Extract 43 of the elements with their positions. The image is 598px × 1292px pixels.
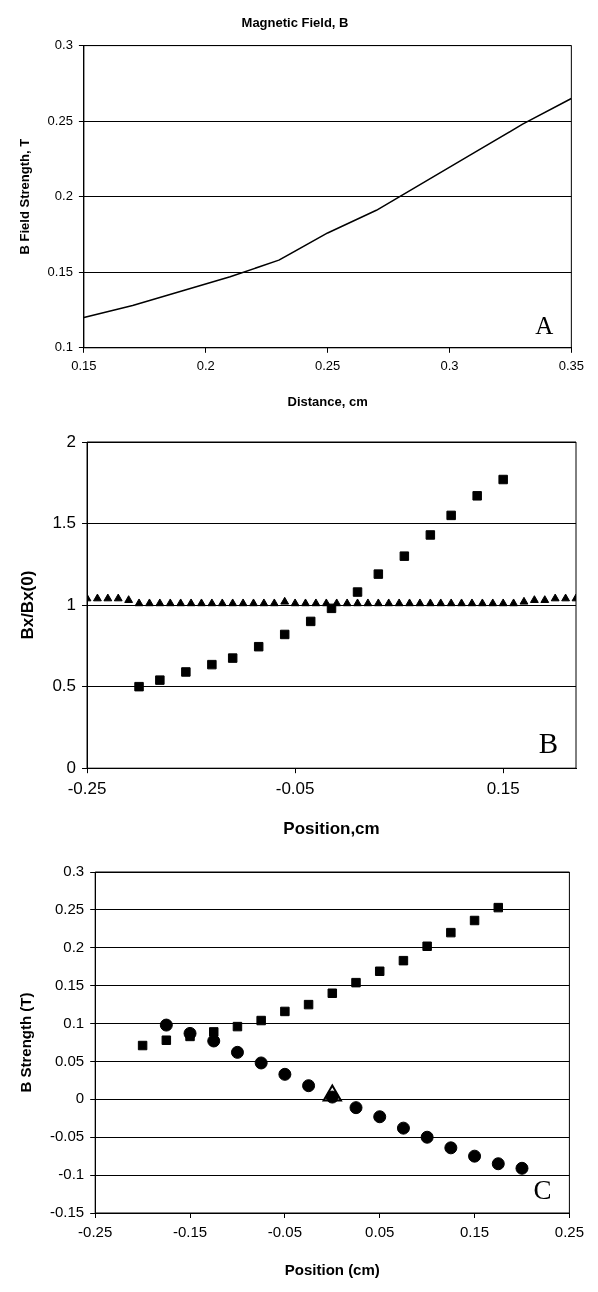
x-tick-label: 0.35 <box>558 358 585 374</box>
y-tick-label: 0.1 <box>63 1013 85 1031</box>
y-tick-label: 0.25 <box>54 900 85 918</box>
y-tick-label: 0.2 <box>63 937 85 955</box>
y-tick-label: 0.05 <box>54 1051 85 1069</box>
y-tick-label: 0.3 <box>54 37 73 53</box>
x-axis-title: Position (cm) <box>284 1261 380 1279</box>
y-tick-label: 2 <box>66 431 77 451</box>
y-axis-title: B Field Strength, T <box>17 138 33 255</box>
x-tick-label: -0.05 <box>275 779 315 799</box>
y-tick-label: 0.5 <box>52 676 77 696</box>
annotation: B <box>538 727 558 760</box>
y-tick-label: 0.3 <box>63 862 85 880</box>
x-tick-label: 0.2 <box>196 358 215 374</box>
x-tick-label: -0.15 <box>172 1223 208 1241</box>
x-axis-title: Position,cm <box>283 819 380 839</box>
x-tick-label: -0.25 <box>78 1223 113 1241</box>
y-tick-label: 0 <box>66 757 77 777</box>
y-tick-label: 0.15 <box>54 975 85 993</box>
y-tick-label: 0.1 <box>54 339 73 355</box>
y-tick-label: 0.2 <box>54 188 73 204</box>
x-axis-title: Distance, cm <box>287 393 368 409</box>
chart-title: Magnetic Field, B <box>241 15 349 31</box>
y-tick-label: -0.05 <box>49 1127 85 1145</box>
y-tick-label: -0.15 <box>49 1203 85 1221</box>
x-tick-label: -0.25 <box>67 779 107 799</box>
x-tick-label: 0.15 <box>486 779 520 799</box>
x-tick-label: 0.25 <box>554 1223 584 1241</box>
y-tick-label: 1 <box>66 594 77 614</box>
x-tick-label: 0.3 <box>440 358 459 374</box>
x-tick-label: 0.15 <box>459 1223 490 1241</box>
annotation: C <box>533 1174 552 1205</box>
y-tick-label: 0.25 <box>47 112 73 128</box>
y-tick-label: 1.5 <box>52 513 77 533</box>
y-tick-label: -0.1 <box>58 1165 85 1183</box>
annotation: A <box>535 311 554 339</box>
x-tick-label: 0.25 <box>314 358 341 374</box>
x-tick-label: -0.05 <box>267 1223 302 1241</box>
y-tick-label: 0.15 <box>47 263 73 279</box>
x-tick-label: 0.05 <box>365 1223 395 1241</box>
y-tick-label: 0 <box>75 1089 85 1107</box>
y-axis-title: Bx/Bx(0) <box>17 570 37 640</box>
y-axis-title: B Strength (T) <box>17 992 35 1093</box>
